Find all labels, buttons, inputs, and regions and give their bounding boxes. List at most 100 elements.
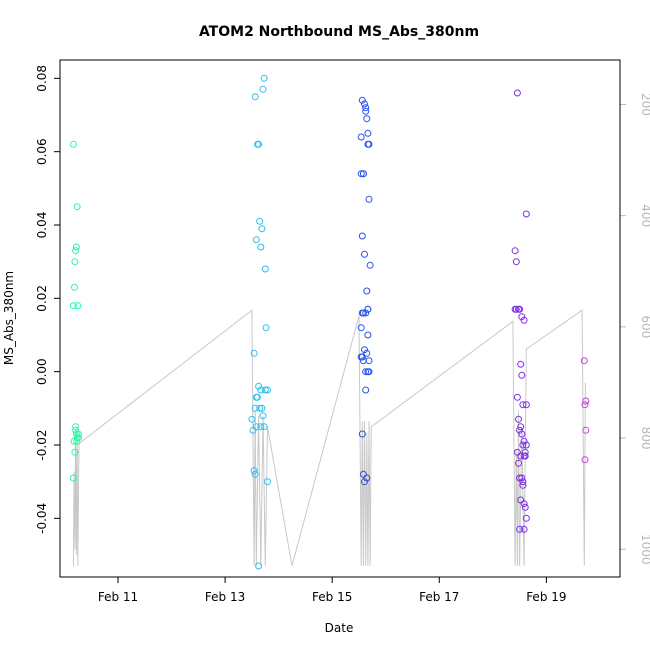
data-point <box>364 305 372 313</box>
data-point <box>357 324 365 332</box>
data-point <box>358 430 366 438</box>
data-point <box>519 478 527 486</box>
data-point <box>260 74 268 82</box>
data-point <box>516 305 524 313</box>
data-point <box>258 225 266 233</box>
secondary-line-layer <box>72 309 586 567</box>
data-point <box>264 386 271 394</box>
data-point <box>262 324 270 332</box>
data-point <box>252 423 260 431</box>
data-point <box>515 459 522 467</box>
data-point <box>72 247 80 255</box>
data-point <box>362 104 370 112</box>
data-point <box>513 448 521 456</box>
y2-tick-label: 1000 <box>639 534 650 565</box>
data-point <box>255 562 263 570</box>
x-tick-label: Feb 19 <box>526 590 566 604</box>
data-point <box>366 261 374 269</box>
data-point <box>518 371 526 379</box>
points-layer <box>69 74 590 570</box>
data-point <box>362 386 370 394</box>
data-point <box>252 236 260 244</box>
data-point <box>362 107 370 115</box>
data-point <box>358 232 366 240</box>
data-point <box>359 470 367 478</box>
data-point <box>365 195 373 203</box>
data-point <box>255 140 263 148</box>
data-point <box>357 353 365 361</box>
data-point <box>359 170 367 178</box>
data-point <box>519 401 527 409</box>
data-point <box>362 309 370 317</box>
data-point <box>521 503 529 511</box>
data-point <box>516 525 524 533</box>
data-point <box>72 423 80 431</box>
data-point <box>521 448 529 456</box>
data-point <box>522 210 530 218</box>
data-point <box>517 423 525 431</box>
data-point <box>364 331 372 339</box>
data-point <box>257 386 265 394</box>
data-point <box>364 129 372 137</box>
data-point <box>363 287 371 295</box>
data-point <box>251 93 259 101</box>
data-point <box>518 313 526 321</box>
data-point <box>251 404 259 412</box>
data-point <box>517 452 525 460</box>
data-point <box>71 258 79 266</box>
data-point <box>69 474 77 482</box>
data-point <box>519 441 527 449</box>
data-point <box>256 404 264 412</box>
x-tick-label: Feb 11 <box>98 590 138 604</box>
data-point <box>254 393 261 401</box>
data-point <box>519 481 527 489</box>
data-point <box>261 386 269 394</box>
data-point <box>257 423 265 431</box>
data-point <box>364 140 372 148</box>
data-point <box>261 265 269 273</box>
y-tick-label: 0.02 <box>35 285 49 312</box>
y-axis-label: MS_Abs_380nm <box>2 271 16 365</box>
data-point <box>256 217 264 225</box>
data-point <box>365 368 373 376</box>
data-point <box>69 302 77 310</box>
data-point <box>517 360 525 368</box>
data-point <box>73 434 81 442</box>
data-point <box>69 140 77 148</box>
y-tick-label: 0.00 <box>35 358 49 385</box>
data-point <box>251 470 259 478</box>
y2-tick-label: 400 <box>639 204 650 227</box>
data-point <box>248 415 256 423</box>
data-point <box>516 426 524 434</box>
data-point <box>361 100 368 108</box>
data-point <box>359 357 367 365</box>
y-tick-label: -0.04 <box>35 503 49 534</box>
data-point <box>518 474 526 482</box>
secondary-line <box>72 309 586 567</box>
y2-tick-label: 600 <box>639 315 650 338</box>
data-point <box>520 316 528 324</box>
data-point <box>357 170 365 178</box>
axes-layer: Feb 11 Feb 13 Feb 15 Feb 17 Feb 19 -0.04 -0.02… <box>35 65 650 604</box>
y-tick-label: 0.06 <box>35 138 49 165</box>
data-point <box>363 349 371 357</box>
data-point <box>358 96 366 104</box>
data-point <box>520 437 528 445</box>
data-point <box>580 357 588 365</box>
data-point <box>520 525 528 533</box>
y-tick-label: -0.02 <box>35 429 49 460</box>
data-point <box>512 258 520 266</box>
data-point <box>515 415 522 423</box>
data-point <box>522 441 530 449</box>
x-tick-label: Feb 13 <box>205 590 245 604</box>
data-point <box>73 203 81 211</box>
data-point <box>361 250 368 258</box>
data-point <box>259 412 267 420</box>
data-point <box>260 423 268 431</box>
plot-frame <box>59 59 621 578</box>
y2-tick-label: 200 <box>639 93 650 116</box>
data-point <box>362 368 370 376</box>
data-point <box>358 309 366 317</box>
data-point <box>264 478 271 486</box>
